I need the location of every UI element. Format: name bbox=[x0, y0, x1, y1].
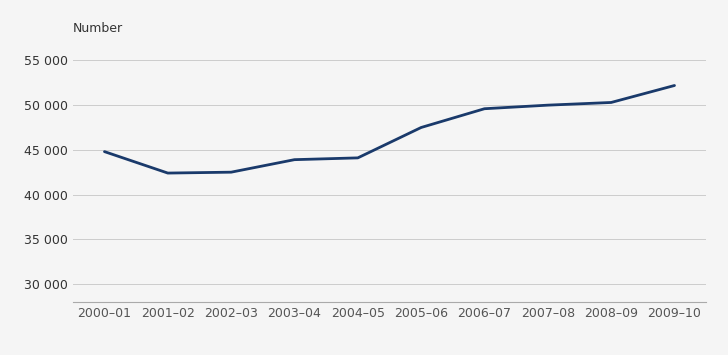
Text: Number: Number bbox=[73, 22, 123, 35]
